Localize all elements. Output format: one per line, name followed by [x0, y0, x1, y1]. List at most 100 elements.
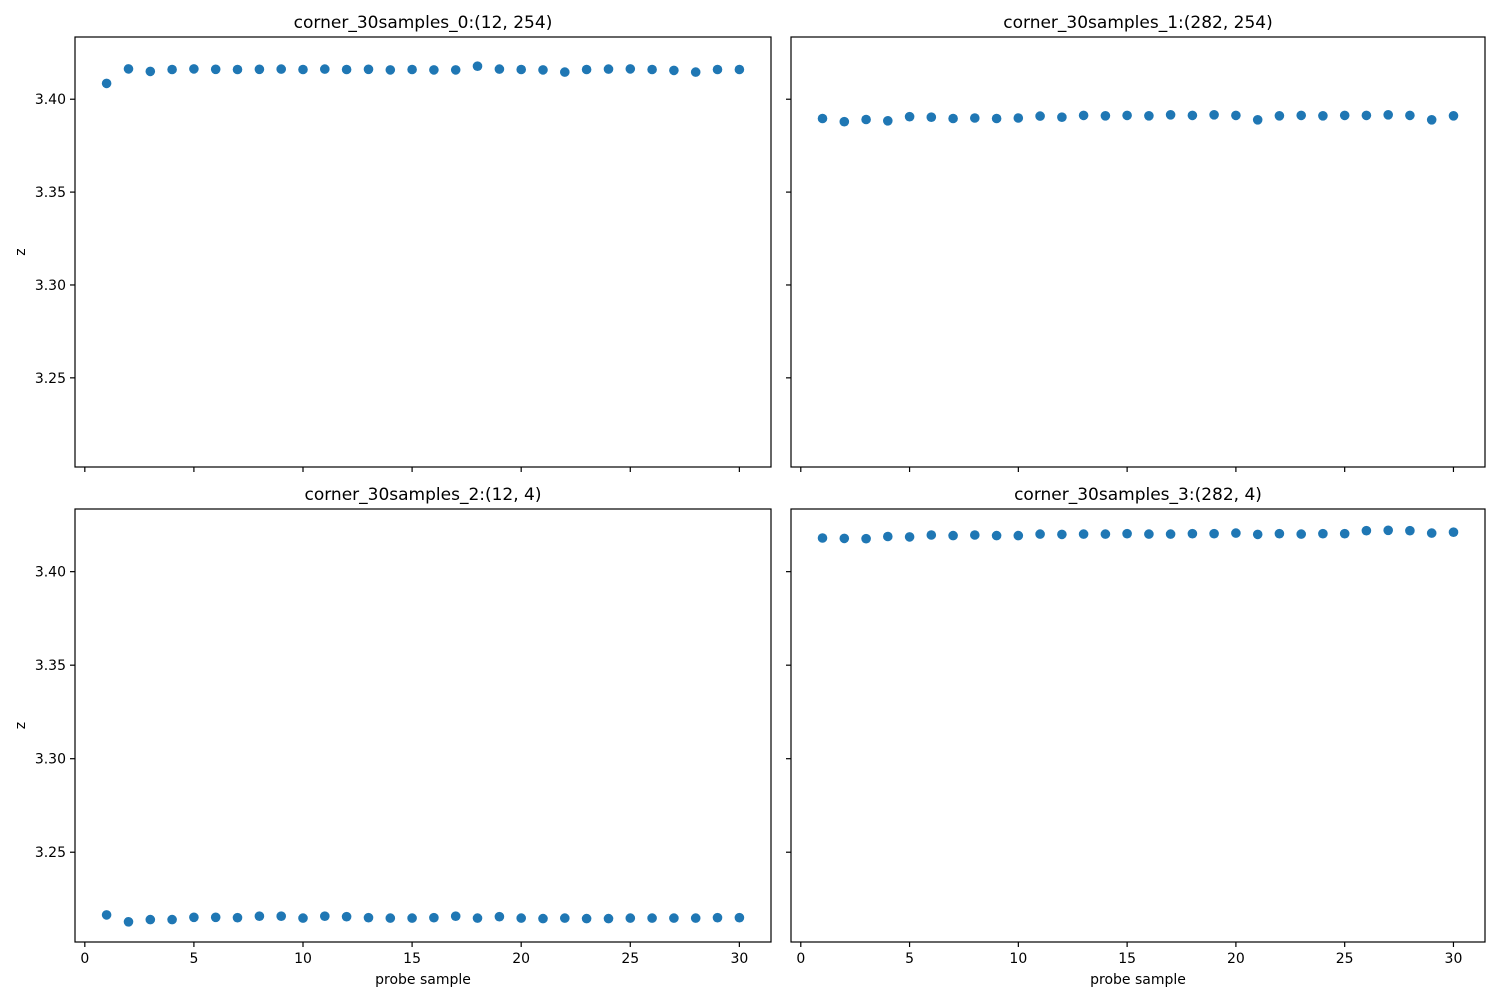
data-point [839, 533, 850, 544]
data-point [1122, 110, 1132, 121]
data-point [817, 113, 828, 124]
data-point [1426, 115, 1437, 125]
y-tick-label: 3.40 [35, 92, 66, 108]
axes-frame [74, 508, 772, 943]
data-point [320, 911, 330, 921]
data-point [647, 913, 657, 923]
data-point [1448, 111, 1459, 121]
data-point [1057, 112, 1067, 122]
data-point [1405, 525, 1415, 536]
y-tick-label: 3.25 [35, 371, 66, 387]
data-point [407, 64, 417, 75]
y-tick-label: 3.35 [35, 185, 66, 201]
subplot-1: corner_30samples_1:(282, 254) [786, 13, 1486, 472]
y-axis-label: z [13, 722, 29, 729]
data-point [1405, 110, 1415, 121]
data-point [734, 912, 745, 923]
data-point [904, 111, 915, 122]
x-tick-label: 5 [905, 951, 914, 967]
subplot-2: 0 5 10 15 20 25 30 3.25 3.30 3.35 3.40 corner_30sam… [13, 485, 772, 988]
data-point [341, 64, 352, 75]
data-point [1426, 528, 1437, 538]
data-point [1209, 110, 1219, 120]
data-point [298, 64, 308, 75]
data-point [625, 64, 636, 74]
x-tick-label: 0 [80, 951, 89, 967]
data-point [1100, 111, 1111, 121]
data-point [189, 64, 199, 74]
data-point [363, 912, 374, 923]
data-point [581, 64, 592, 75]
data-point [101, 78, 112, 89]
y-tick-label: 3.25 [35, 845, 66, 861]
x-tick-label: 15 [1118, 951, 1136, 967]
data-point [1057, 529, 1067, 540]
data-point [904, 532, 915, 542]
data-point [341, 911, 352, 922]
data-point [1144, 529, 1154, 539]
data-point [560, 913, 570, 923]
x-tick-label: 25 [1336, 951, 1354, 967]
data-point [1187, 110, 1198, 121]
axes-frame [74, 36, 772, 468]
x-tick-label: 10 [1009, 951, 1027, 967]
data-point [494, 64, 505, 74]
data-point [1165, 529, 1176, 539]
data-point [669, 65, 679, 76]
data-point [101, 910, 112, 920]
data-point [926, 530, 937, 540]
data-point [232, 64, 243, 75]
data-point [210, 912, 221, 923]
data-point [494, 911, 505, 922]
data-point [298, 913, 308, 923]
y-axis-label: z [13, 248, 29, 255]
data-point [970, 113, 980, 123]
data-point [385, 913, 396, 923]
subplot-title: corner_30samples_1:(282, 254) [1003, 13, 1272, 33]
data-point [1339, 528, 1350, 539]
data-point [647, 64, 657, 75]
data-point [1296, 110, 1306, 121]
axes-frame [790, 508, 1486, 943]
data-point [429, 912, 439, 923]
data-point [970, 530, 980, 540]
data-point [123, 917, 134, 927]
y-tick-label: 3.40 [35, 565, 66, 581]
data-point [712, 64, 723, 75]
y-tick-label: 3.30 [35, 278, 66, 294]
data-point [1361, 525, 1372, 536]
y-tick-label: 3.30 [35, 752, 66, 768]
data-point [276, 911, 287, 921]
data-point [1383, 110, 1393, 120]
data-point [817, 533, 828, 543]
data-point [1187, 528, 1198, 539]
data-point [690, 67, 701, 77]
data-point [712, 912, 723, 923]
data-point [1296, 529, 1306, 539]
data-point [407, 913, 417, 923]
axes-frame [790, 36, 1486, 468]
data-point [1100, 529, 1111, 539]
data-point [560, 67, 570, 77]
subplot-title: corner_30samples_3:(282, 4) [1014, 485, 1262, 505]
data-point [472, 61, 483, 71]
data-point [690, 913, 701, 923]
x-tick-label: 20 [512, 951, 530, 967]
x-tick-label: 10 [294, 951, 312, 967]
subplot-title: corner_30samples_2:(12, 4) [304, 485, 541, 505]
data-point [669, 913, 679, 923]
data-point [1013, 530, 1024, 541]
x-tick-label: 30 [1445, 951, 1463, 967]
data-point [276, 64, 287, 74]
data-point [1448, 527, 1459, 537]
data-point [926, 112, 937, 122]
data-point [1209, 528, 1219, 539]
data-point [385, 65, 396, 75]
data-point [734, 64, 745, 75]
x-axis-label: probe sample [1090, 972, 1186, 988]
data-point [1274, 111, 1285, 121]
subplot-0: 3.25 3.30 3.35 3.40 corner_30samples_0:(12, … [13, 13, 772, 472]
data-point [450, 911, 461, 921]
data-point [363, 64, 374, 75]
